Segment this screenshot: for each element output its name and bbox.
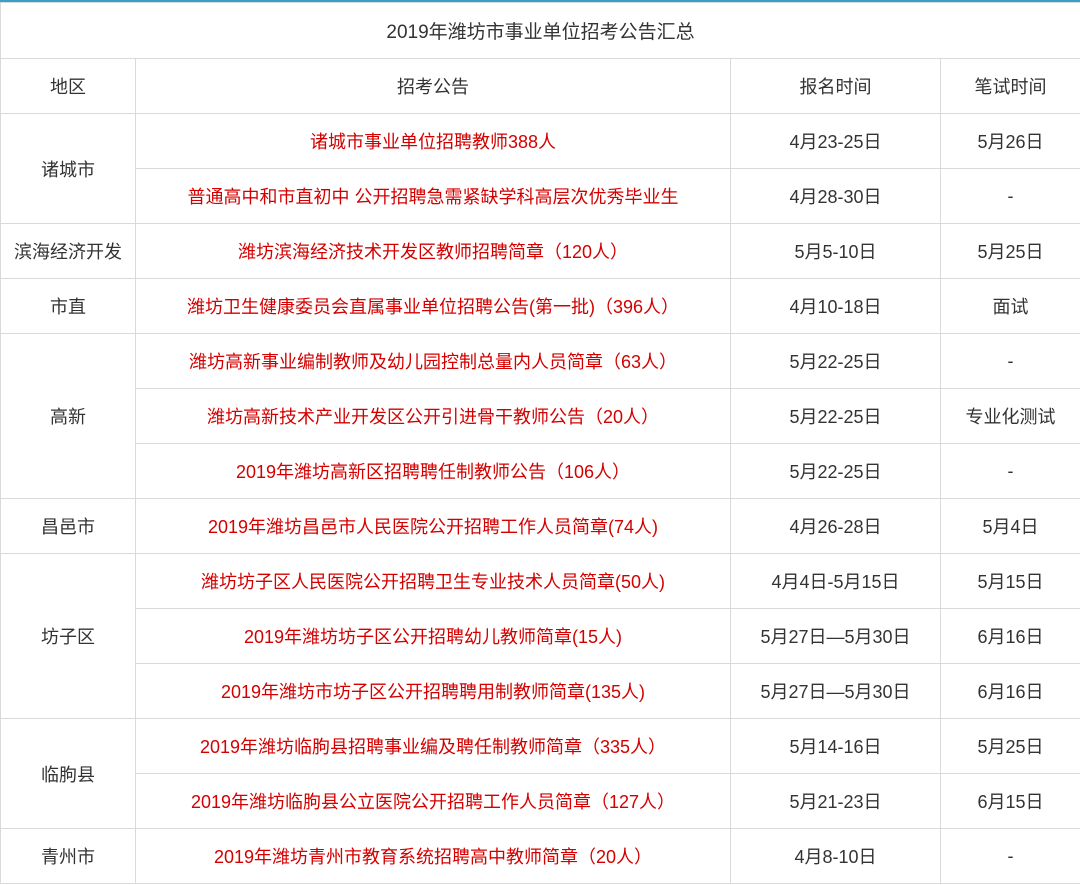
table-title-row: 2019年潍坊市事业单位招考公告汇总 [1, 3, 1080, 59]
announcement-cell: 2019年潍坊市坊子区公开招聘聘用制教师简章(135人) [136, 664, 731, 719]
signup-time-cell: 4月4日-5月15日 [731, 554, 941, 609]
exam-time-cell: - [941, 169, 1080, 224]
table-row: 诸城市诸城市事业单位招聘教师388人4月23-25日5月26日 [1, 114, 1080, 169]
region-cell: 高新 [1, 334, 136, 499]
table-row: 潍坊高新技术产业开发区公开引进骨干教师公告（20人） 5月22-25日专业化测试 [1, 389, 1080, 444]
announcement-cell: 2019年潍坊青州市教育系统招聘高中教师简章（20人） [136, 829, 731, 884]
region-cell: 临朐县 [1, 719, 136, 829]
exam-time-cell: 6月16日 [941, 664, 1080, 719]
header-signup-time: 报名时间 [731, 59, 941, 114]
table-row: 2019年潍坊坊子区公开招聘幼儿教师简章(15人) 5月27日—5月30日6月16… [1, 609, 1080, 664]
exam-time-cell: 5月26日 [941, 114, 1080, 169]
exam-time-cell: 专业化测试 [941, 389, 1080, 444]
table-row: 滨海经济开发 潍坊滨海经济技术开发区教师招聘简章（120人） 5月5-10日5月25… [1, 224, 1080, 279]
exam-time-cell: - [941, 334, 1080, 389]
region-cell: 诸城市 [1, 114, 136, 224]
header-exam-time: 笔试时间 [941, 59, 1080, 114]
table-title: 2019年潍坊市事业单位招考公告汇总 [1, 3, 1080, 59]
announcement-link[interactable]: 2019年潍坊临朐县招聘事业编及聘任制教师简章（335人） [200, 737, 666, 757]
table-row: 坊子区潍坊坊子区人民医院公开招聘卫生专业技术人员简章(50人)4月4日-5月15… [1, 554, 1080, 609]
table-row: 普通高中和市直初中 公开招聘急需紧缺学科高层次优秀毕业生 4月28-30日- [1, 169, 1080, 224]
announcement-link[interactable]: 潍坊卫生健康委员会直属事业单位招聘公告(第一批)（396人） [187, 297, 679, 317]
table-row: 2019年潍坊高新区招聘聘任制教师公告（106人） 5月22-25日- [1, 444, 1080, 499]
announcement-cell: 普通高中和市直初中 公开招聘急需紧缺学科高层次优秀毕业生 [136, 169, 731, 224]
announcement-link[interactable]: 普通高中和市直初中 公开招聘急需紧缺学科高层次优秀毕业生 [188, 187, 679, 207]
table-row: 2019年潍坊市坊子区公开招聘聘用制教师简章(135人) 5月27日—5月30日6… [1, 664, 1080, 719]
exam-time-cell: 5月4日 [941, 499, 1080, 554]
announcement-link[interactable]: 2019年潍坊青州市教育系统招聘高中教师简章（20人） [214, 847, 652, 867]
announcement-link[interactable]: 诸城市事业单位招聘教师388人 [310, 132, 556, 152]
header-announcement: 招考公告 [136, 59, 731, 114]
table-row: 青州市 2019年潍坊青州市教育系统招聘高中教师简章（20人） 4月8-10日- [1, 829, 1080, 884]
announcement-link[interactable]: 2019年潍坊昌邑市人民医院公开招聘工作人员简章(74人) [208, 517, 658, 537]
announcement-cell: 潍坊高新技术产业开发区公开引进骨干教师公告（20人） [136, 389, 731, 444]
region-cell: 坊子区 [1, 554, 136, 719]
exam-time-cell: 5月15日 [941, 554, 1080, 609]
signup-time-cell: 5月5-10日 [731, 224, 941, 279]
signup-time-cell: 5月21-23日 [731, 774, 941, 829]
signup-time-cell: 5月27日—5月30日 [731, 609, 941, 664]
exam-time-cell: 面试 [941, 279, 1080, 334]
announcement-cell: 2019年潍坊临朐县公立医院公开招聘工作人员简章（127人） [136, 774, 731, 829]
exam-time-cell: - [941, 444, 1080, 499]
announcement-link[interactable]: 2019年潍坊高新区招聘聘任制教师公告（106人） [236, 462, 630, 482]
exam-time-cell: 6月16日 [941, 609, 1080, 664]
region-cell: 青州市 [1, 829, 136, 884]
exam-time-cell: 5月25日 [941, 719, 1080, 774]
header-region: 地区 [1, 59, 136, 114]
table-row: 昌邑市 2019年潍坊昌邑市人民医院公开招聘工作人员简章(74人) 4月26-28日… [1, 499, 1080, 554]
signup-time-cell: 5月27日—5月30日 [731, 664, 941, 719]
announcement-link[interactable]: 潍坊高新事业编制教师及幼儿园控制总量内人员简章（63人） [189, 352, 677, 372]
table-row: 高新潍坊高新事业编制教师及幼儿园控制总量内人员简章（63人）5月22-25日- [1, 334, 1080, 389]
signup-time-cell: 4月8-10日 [731, 829, 941, 884]
table-row: 市直 潍坊卫生健康委员会直属事业单位招聘公告(第一批)（396人） 4月10-18日… [1, 279, 1080, 334]
signup-time-cell: 4月26-28日 [731, 499, 941, 554]
region-cell: 滨海经济开发 [1, 224, 136, 279]
announcement-link[interactable]: 2019年潍坊临朐县公立医院公开招聘工作人员简章（127人） [191, 792, 675, 812]
table-header-row: 地区 招考公告 报名时间 笔试时间 [1, 59, 1080, 114]
exam-time-cell: - [941, 829, 1080, 884]
table-row: 2019年潍坊临朐县公立医院公开招聘工作人员简章（127人） 5月21-23日6月… [1, 774, 1080, 829]
announcement-cell: 潍坊滨海经济技术开发区教师招聘简章（120人） [136, 224, 731, 279]
region-cell: 市直 [1, 279, 136, 334]
announcement-link[interactable]: 潍坊滨海经济技术开发区教师招聘简章（120人） [238, 242, 628, 262]
announcement-link[interactable]: 潍坊坊子区人民医院公开招聘卫生专业技术人员简章(50人) [201, 572, 665, 592]
announcement-cell: 潍坊坊子区人民医院公开招聘卫生专业技术人员简章(50人) [136, 554, 731, 609]
exam-time-cell: 6月15日 [941, 774, 1080, 829]
signup-time-cell: 4月23-25日 [731, 114, 941, 169]
announcement-cell: 潍坊高新事业编制教师及幼儿园控制总量内人员简章（63人） [136, 334, 731, 389]
announcement-link[interactable]: 2019年潍坊市坊子区公开招聘聘用制教师简章(135人) [221, 682, 645, 702]
region-cell: 昌邑市 [1, 499, 136, 554]
announcement-cell: 2019年潍坊昌邑市人民医院公开招聘工作人员简章(74人) [136, 499, 731, 554]
recruitment-table-container: 2019年潍坊市事业单位招考公告汇总 地区 招考公告 报名时间 笔试时间 诸城市… [0, 0, 1080, 884]
announcement-cell: 潍坊卫生健康委员会直属事业单位招聘公告(第一批)（396人） [136, 279, 731, 334]
announcement-cell: 2019年潍坊坊子区公开招聘幼儿教师简章(15人) [136, 609, 731, 664]
announcement-link[interactable]: 2019年潍坊坊子区公开招聘幼儿教师简章(15人) [244, 627, 622, 647]
announcement-cell: 诸城市事业单位招聘教师388人 [136, 114, 731, 169]
announcement-cell: 2019年潍坊临朐县招聘事业编及聘任制教师简章（335人） [136, 719, 731, 774]
announcement-cell: 2019年潍坊高新区招聘聘任制教师公告（106人） [136, 444, 731, 499]
signup-time-cell: 4月28-30日 [731, 169, 941, 224]
table-row: 临朐县2019年潍坊临朐县招聘事业编及聘任制教师简章（335人）5月14-16日… [1, 719, 1080, 774]
exam-time-cell: 5月25日 [941, 224, 1080, 279]
signup-time-cell: 5月22-25日 [731, 444, 941, 499]
signup-time-cell: 5月22-25日 [731, 389, 941, 444]
announcement-link[interactable]: 潍坊高新技术产业开发区公开引进骨干教师公告（20人） [207, 407, 659, 427]
signup-time-cell: 4月10-18日 [731, 279, 941, 334]
signup-time-cell: 5月14-16日 [731, 719, 941, 774]
signup-time-cell: 5月22-25日 [731, 334, 941, 389]
recruitment-table: 2019年潍坊市事业单位招考公告汇总 地区 招考公告 报名时间 笔试时间 诸城市… [0, 2, 1080, 884]
